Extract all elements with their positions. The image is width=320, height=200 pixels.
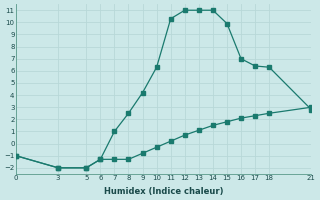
X-axis label: Humidex (Indice chaleur): Humidex (Indice chaleur) bbox=[104, 187, 223, 196]
